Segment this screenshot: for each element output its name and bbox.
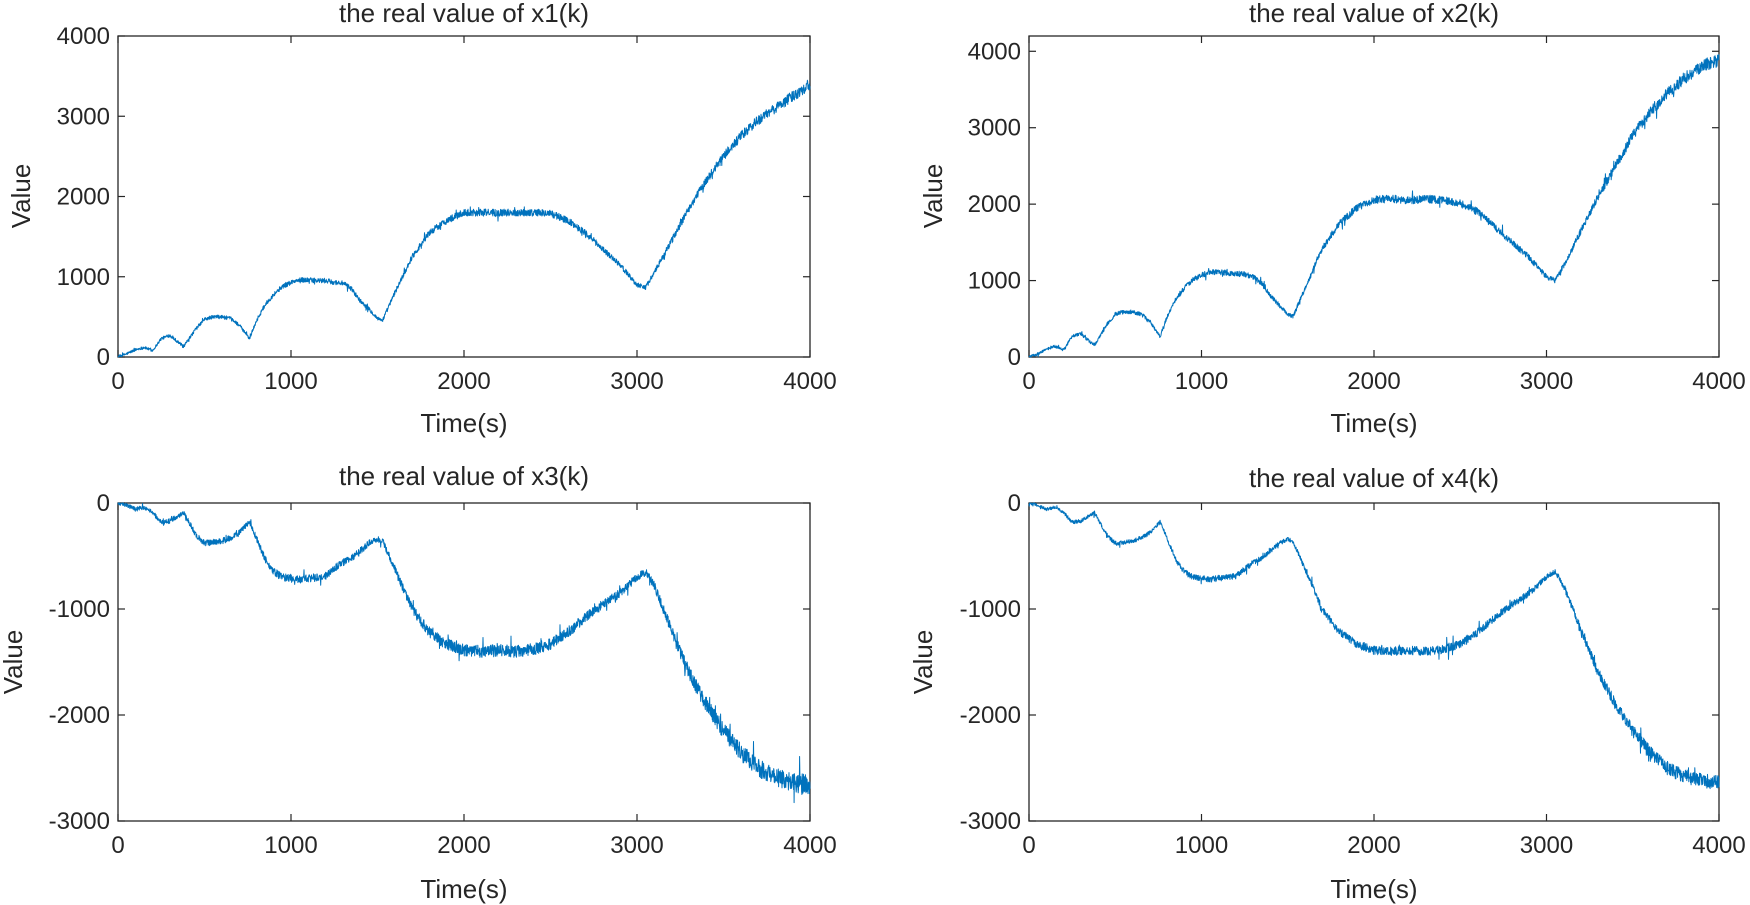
y-axis-label: Value <box>908 630 938 695</box>
tick-group: 0 1000 2000 3000 4000 -3000 -2000 -1000 0 <box>49 490 837 859</box>
x-tick-label: 3000 <box>1520 368 1573 395</box>
y-tick-label: 4000 <box>57 23 110 50</box>
subplot-title: the real value of x3(k) <box>339 461 589 491</box>
subplot-x2: the real value of x2(k) Time(s) Value 0 1… <box>918 0 1746 438</box>
x-tick-label: 2000 <box>437 832 490 859</box>
y-axis-label: Value <box>918 164 948 229</box>
subplot-title: the real value of x4(k) <box>1249 463 1499 493</box>
subplot-title: the real value of x1(k) <box>339 0 589 28</box>
x-tick-label: 4000 <box>1692 832 1745 859</box>
x-tick-label: 3000 <box>610 832 663 859</box>
tick-group: 0 1000 2000 3000 4000 0 1000 2000 3000 4000 <box>968 36 1746 395</box>
x-axis-label: Time(s) <box>1330 408 1417 438</box>
y-tick-label: 2000 <box>968 191 1021 218</box>
x-tick-label: 3000 <box>610 368 663 395</box>
x-tick-label: 1000 <box>1175 832 1228 859</box>
y-axis-label: Value <box>6 164 36 229</box>
y-axis-label: Value <box>0 630 28 695</box>
y-tick-label: 3000 <box>57 103 110 130</box>
series-line-x4 <box>1028 502 1720 790</box>
y-tick-label: 1000 <box>968 268 1021 295</box>
series-line-x2 <box>1028 54 1720 358</box>
subplot-x3: the real value of x3(k) Time(s) Value 0 1… <box>0 461 837 904</box>
x-tick-label: 4000 <box>1692 368 1745 395</box>
x-tick-label: 2000 <box>437 368 490 395</box>
y-tick-label: -2000 <box>49 702 110 729</box>
x-tick-label: 1000 <box>264 368 317 395</box>
y-tick-label: 0 <box>1008 490 1021 517</box>
subplot-title: the real value of x2(k) <box>1249 0 1499 28</box>
x-tick-label: 1000 <box>264 832 317 859</box>
y-tick-label: -1000 <box>49 596 110 623</box>
x-axis-label: Time(s) <box>1330 874 1417 904</box>
y-tick-label: 0 <box>97 344 110 371</box>
subplot-x1: the real value of x1(k) Time(s) Value 0 1… <box>6 0 837 438</box>
x-axis-label: Time(s) <box>420 408 507 438</box>
y-tick-label: 2000 <box>57 184 110 211</box>
tick-group: 0 1000 2000 3000 4000 -3000 -2000 -1000 0 <box>960 490 1746 859</box>
x-tick-label: 0 <box>111 832 124 859</box>
y-tick-label: 0 <box>1008 344 1021 371</box>
x-tick-label: 4000 <box>783 368 836 395</box>
x-tick-label: 2000 <box>1347 368 1400 395</box>
subplot-x4: the real value of x4(k) Time(s) Value 0 1… <box>908 463 1746 904</box>
x-tick-label: 0 <box>1022 832 1035 859</box>
y-tick-label: -3000 <box>49 808 110 835</box>
y-tick-label: 0 <box>97 490 110 517</box>
x-axis-label: Time(s) <box>420 874 507 904</box>
y-tick-label: 1000 <box>57 264 110 291</box>
x-tick-label: 4000 <box>783 832 836 859</box>
series-line-x3 <box>117 502 811 804</box>
y-tick-label: -2000 <box>960 702 1021 729</box>
x-tick-label: 0 <box>1022 368 1035 395</box>
y-tick-label: 4000 <box>968 38 1021 65</box>
x-tick-label: 1000 <box>1175 368 1228 395</box>
tick-group: 0 1000 2000 3000 4000 0 1000 2000 3000 4000 <box>57 23 837 395</box>
y-tick-label: 3000 <box>968 115 1021 142</box>
x-tick-label: 0 <box>111 368 124 395</box>
x-tick-label: 2000 <box>1347 832 1400 859</box>
series-line-x1 <box>117 79 811 358</box>
y-tick-label: -1000 <box>960 596 1021 623</box>
y-tick-label: -3000 <box>960 808 1021 835</box>
x-tick-label: 3000 <box>1520 832 1573 859</box>
